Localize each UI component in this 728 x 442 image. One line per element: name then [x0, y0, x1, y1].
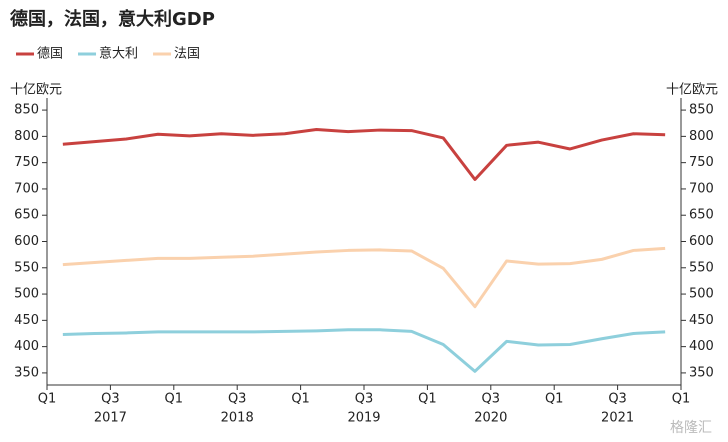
y2-tick-label: 450 [689, 313, 714, 328]
y-tick-label: 850 [14, 103, 39, 118]
series-line [62, 128, 666, 181]
x-tick-label: Q1 [672, 392, 691, 407]
y-tick-label: 700 [14, 181, 39, 196]
watermark: 格隆汇 [670, 420, 712, 436]
y-tick-label: 350 [14, 365, 39, 380]
y2-tick-label: 500 [689, 287, 714, 302]
y2-tick-label: 400 [689, 339, 714, 354]
x-tick-label: Q3 [101, 392, 120, 407]
y-tick-label: 600 [14, 234, 39, 249]
year-label: 2018 [221, 411, 254, 426]
year-label: 2020 [474, 411, 507, 426]
y2-tick-label: 650 [689, 208, 714, 223]
legend-label: 意大利 [99, 46, 138, 62]
year-label: 2021 [601, 411, 634, 426]
y-tick-label: 750 [14, 155, 39, 170]
x-tick-label: Q3 [228, 392, 247, 407]
legend-label: 法国 [174, 47, 200, 62]
y2-tick-label: 850 [689, 103, 714, 118]
y2-tick-label: 800 [689, 129, 714, 144]
y2-tick-label: 700 [689, 181, 714, 196]
y-tick-label: 650 [14, 208, 39, 223]
year-label: 2019 [347, 411, 380, 426]
x-tick-label: Q1 [38, 392, 57, 407]
series-line [62, 328, 666, 373]
y-tick-label: 400 [14, 339, 39, 354]
series-line [62, 246, 666, 309]
x-tick-label: Q1 [165, 392, 184, 407]
y-tick-label: 800 [14, 129, 39, 144]
x-tick-label: Q1 [291, 392, 310, 407]
y2-tick-label: 550 [689, 260, 714, 275]
y2-axis-label: 十亿欧元 [666, 83, 718, 98]
y2-tick-label: 350 [689, 365, 714, 380]
x-tick-label: Q1 [545, 392, 564, 407]
y-tick-label: 550 [14, 260, 39, 275]
chart-title: 德国，法国，意大利GDP [10, 8, 215, 30]
y2-tick-label: 750 [689, 155, 714, 170]
legend-label: 德国 [37, 47, 63, 62]
x-tick-label: Q3 [482, 392, 501, 407]
x-tick-label: Q3 [608, 392, 627, 407]
y-tick-label: 450 [14, 313, 39, 328]
x-tick-label: Q1 [418, 392, 437, 407]
year-label: 2017 [94, 411, 127, 426]
y-tick-label: 500 [14, 287, 39, 302]
y-axis-label: 十亿欧元 [10, 83, 62, 98]
y2-tick-label: 600 [689, 234, 714, 249]
x-tick-label: Q3 [355, 392, 374, 407]
